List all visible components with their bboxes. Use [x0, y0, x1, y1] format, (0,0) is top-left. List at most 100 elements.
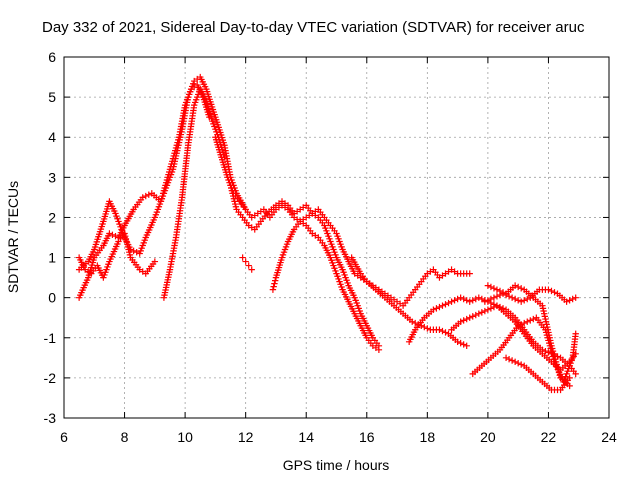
data-point: [478, 309, 486, 316]
data-point: [572, 294, 579, 301]
data-point: [514, 297, 522, 304]
data-point: [421, 323, 428, 331]
y-tick-label: 0: [48, 290, 56, 306]
data-point: [460, 341, 467, 348]
data-point: [472, 295, 479, 303]
data-point: [448, 298, 455, 305]
data-point: [475, 310, 483, 317]
data-point: [551, 289, 558, 296]
data-point: [460, 317, 467, 324]
data-point: [454, 338, 461, 345]
data-point: [475, 294, 483, 301]
data-point: [496, 287, 504, 295]
data-point: [451, 297, 458, 304]
data-point: [514, 322, 522, 329]
data-point: [463, 297, 470, 304]
data-point: [545, 286, 552, 293]
data-point: [524, 318, 531, 325]
data-point: [130, 247, 137, 255]
data-point: [442, 329, 449, 336]
marks-layer: [75, 73, 579, 394]
data-point: [524, 295, 531, 303]
data-point: [502, 354, 510, 362]
series-track-14: [484, 282, 573, 390]
data-point: [269, 286, 277, 293]
data-point: [484, 282, 492, 289]
data-point: [248, 266, 255, 273]
data-point: [511, 295, 519, 303]
data-point: [572, 370, 579, 378]
x-tick-label: 18: [420, 429, 436, 445]
x-tick-label: 10: [177, 429, 193, 445]
data-point: [563, 298, 570, 305]
data-point: [270, 283, 277, 290]
data-point: [521, 319, 528, 327]
data-point: [517, 298, 525, 305]
series-track-7: [239, 254, 255, 273]
data-point: [457, 294, 464, 301]
data-point: [490, 285, 498, 292]
data-point: [484, 306, 492, 313]
series-track-15: [502, 354, 573, 394]
data-point: [430, 306, 437, 313]
data-point: [109, 231, 116, 239]
data-point: [508, 357, 516, 364]
y-tick-label: 3: [48, 169, 56, 185]
data-point: [457, 318, 464, 325]
plot-border: [63, 56, 610, 419]
data-point: [271, 280, 278, 287]
y-tick-label: -1: [44, 330, 57, 346]
data-point: [517, 361, 525, 368]
data-point: [484, 297, 492, 304]
data-point: [139, 194, 146, 201]
x-tick-label: 6: [60, 429, 68, 445]
data-point: [112, 232, 119, 240]
data-point: [527, 317, 534, 324]
y-axis-label: SDTVAR / TECUs: [5, 181, 21, 293]
data-point: [514, 283, 522, 291]
data-point: [106, 230, 113, 237]
data-point: [439, 327, 446, 335]
x-tick-label: 24: [601, 429, 617, 445]
y-tick-label: 5: [48, 89, 56, 105]
series-track-3: [75, 230, 159, 281]
data-point: [408, 318, 416, 325]
data-point: [151, 258, 159, 265]
x-axis-label: GPS time / hours: [283, 457, 390, 473]
data-point: [548, 287, 555, 295]
data-point: [454, 295, 461, 303]
data-point: [466, 270, 473, 277]
data-point: [493, 293, 501, 300]
data-point: [412, 319, 419, 327]
data-point: [499, 305, 507, 312]
data-point: [457, 339, 464, 347]
data-point: [436, 326, 443, 333]
data-point: [508, 294, 516, 301]
data-point: [133, 249, 140, 256]
x-tick-label: 22: [541, 429, 557, 445]
data-point: [566, 374, 573, 382]
data-point: [463, 342, 470, 349]
data-point: [490, 303, 498, 311]
data-point: [514, 359, 522, 367]
x-tick-label: 16: [359, 429, 375, 445]
data-point: [572, 330, 579, 337]
data-point: [521, 297, 528, 304]
data-point: [463, 315, 470, 323]
data-point: [569, 295, 576, 303]
data-point: [245, 262, 252, 269]
y-tick-label: 1: [48, 250, 56, 266]
data-point: [487, 305, 495, 312]
series-track-6: [227, 182, 383, 349]
data-point: [239, 254, 246, 261]
data-point: [530, 315, 537, 323]
y-tick-label: 6: [48, 49, 56, 65]
data-point: [271, 277, 279, 284]
x-tick-label: 20: [480, 429, 496, 445]
x-tick-label: 8: [121, 429, 129, 445]
data-point: [442, 301, 449, 308]
data-point: [493, 286, 501, 293]
